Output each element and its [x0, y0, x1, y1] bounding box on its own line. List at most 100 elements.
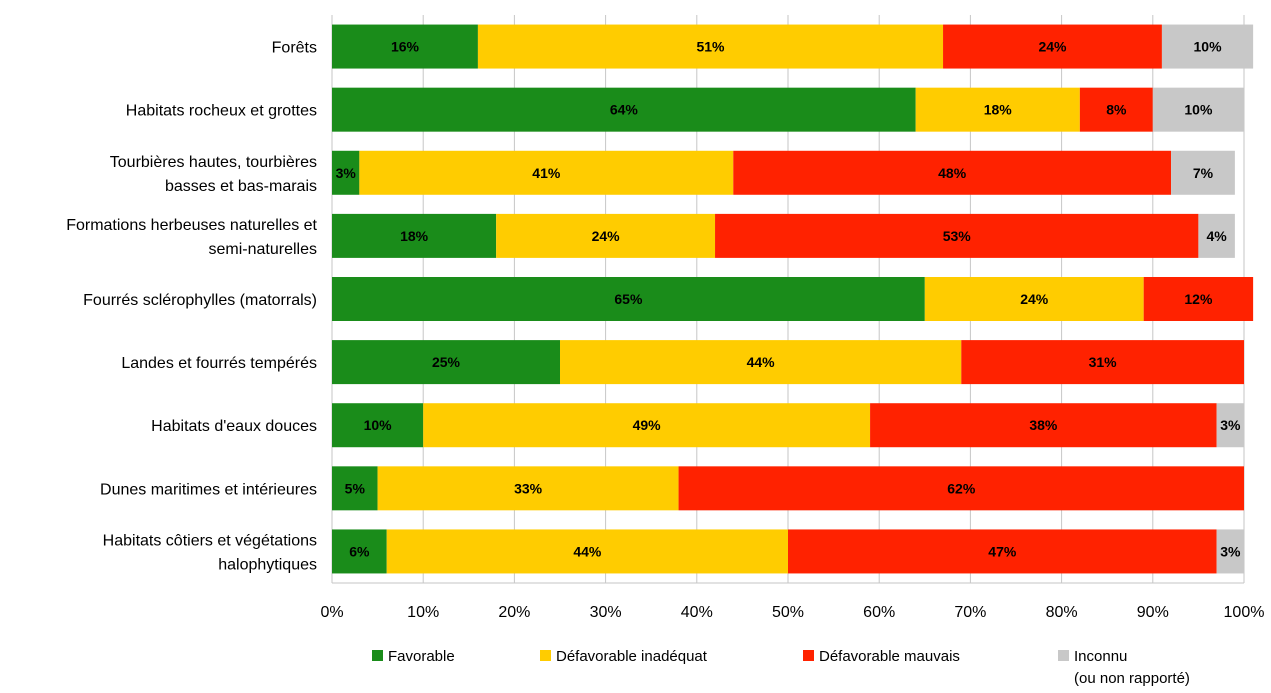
x-tick-label: 60%: [863, 604, 895, 621]
bar-segment: [1216, 403, 1244, 448]
bar-segment: [332, 466, 378, 511]
category-label: Habitats rocheux et grottes: [126, 103, 317, 120]
data-label: 41%: [532, 165, 561, 181]
x-tick-label: 80%: [1046, 604, 1078, 621]
data-label: 18%: [400, 228, 429, 244]
bar-segment: [332, 529, 387, 574]
legend-label: Inconnu: [1074, 648, 1127, 665]
legend-swatch: [803, 650, 814, 661]
bar-segment: [1161, 24, 1254, 69]
category-label: Habitats d'eaux douces: [151, 418, 317, 435]
legend-swatch: [372, 650, 383, 661]
data-label: 65%: [614, 291, 643, 307]
data-label: 12%: [1184, 291, 1213, 307]
data-label: 10%: [1194, 39, 1223, 55]
data-label: 51%: [696, 39, 725, 55]
data-label: 33%: [514, 480, 543, 496]
category-label: Formations herbeuses naturelles et: [66, 217, 317, 234]
data-label: 44%: [573, 543, 602, 559]
bar-segment: [715, 213, 1199, 258]
x-tick-label: 50%: [772, 604, 804, 621]
x-tick-label: 10%: [407, 604, 439, 621]
bar-segment: [359, 150, 734, 195]
bar-segment: [678, 466, 1244, 511]
bar-segment: [1079, 87, 1153, 132]
legend-swatch: [540, 650, 551, 661]
data-label: 7%: [1193, 165, 1214, 181]
legend-item: Défavorable mauvais: [803, 648, 960, 665]
bar-row: 16% 51% 24% 10%: [332, 24, 1254, 69]
bar-segment: [924, 277, 1144, 321]
data-label: 64%: [610, 102, 639, 118]
bar-segment: [961, 340, 1244, 385]
category-label: halophytiques: [218, 556, 317, 573]
legend: Favorable Défavorable inadéquat Défavorabl…: [372, 648, 1190, 687]
bar-row: 25% 44% 31%: [332, 340, 1244, 385]
x-tick-label: 40%: [681, 604, 713, 621]
category-label: basses et bas-marais: [165, 178, 317, 195]
legend-item: Favorable: [372, 648, 455, 665]
legend-label: Défavorable inadéquat: [556, 648, 708, 665]
x-tick-label: 30%: [590, 604, 622, 621]
bar-segment: [377, 466, 679, 511]
category-label: semi-naturelles: [209, 241, 317, 258]
category-label: Landes et fourrés tempérés: [121, 355, 317, 372]
category-labels: Forêts Habitats rocheux et grottes Tourbiè…: [66, 40, 317, 574]
data-label: 38%: [1029, 417, 1058, 433]
bar-segment: [733, 150, 1172, 195]
data-label: 3%: [1220, 417, 1241, 433]
data-label: 10%: [1184, 102, 1213, 118]
data-label: 8%: [1106, 102, 1127, 118]
bar-segment: [332, 87, 916, 132]
data-label: 4%: [1207, 228, 1228, 244]
data-label: 6%: [349, 543, 370, 559]
category-label: Tourbières hautes, tourbières: [110, 154, 317, 171]
data-label: 49%: [633, 417, 662, 433]
data-label: 53%: [943, 228, 972, 244]
data-label: 44%: [747, 354, 776, 370]
bars: 16% 51% 24% 10% 64% 18% 8% 10% 3% 41% 48% 7% 18% 24% 5…: [332, 24, 1254, 574]
bar-segment: [496, 213, 716, 258]
bar-segment: [332, 150, 360, 195]
data-label: 31%: [1089, 354, 1118, 370]
x-tick-label: 90%: [1137, 604, 1169, 621]
x-tick-label: 20%: [498, 604, 530, 621]
bar-segment: [332, 403, 424, 448]
legend-label: (ou non rapporté): [1074, 670, 1190, 687]
data-label: 47%: [988, 543, 1017, 559]
bar-segment: [477, 24, 944, 69]
bar-row: 5% 33% 62%: [332, 466, 1244, 511]
bar-row: 10% 49% 38% 3%: [332, 403, 1244, 448]
bar-segment: [788, 529, 1217, 574]
bar-row: 18% 24% 53% 4%: [332, 213, 1235, 258]
legend-label: Défavorable mauvais: [819, 648, 960, 665]
bar-segment: [332, 277, 925, 321]
data-label: 16%: [391, 39, 420, 55]
legend-swatch: [1058, 650, 1069, 661]
bar-segment: [332, 24, 478, 69]
bar-row: 3% 41% 48% 7%: [332, 150, 1235, 195]
bar-segment: [423, 403, 871, 448]
data-label: 3%: [1220, 543, 1241, 559]
x-tick-label: 70%: [954, 604, 986, 621]
bar-segment: [1171, 150, 1235, 195]
bar-row: 64% 18% 8% 10%: [332, 87, 1244, 132]
bar-row: 65% 24% 12%: [332, 277, 1254, 321]
data-label: 48%: [938, 165, 967, 181]
data-label: 24%: [592, 228, 621, 244]
bar-segment: [1143, 277, 1254, 321]
bar-segment: [943, 24, 1162, 69]
category-label: Dunes maritimes et intérieures: [100, 481, 317, 498]
bar-segment: [386, 529, 788, 574]
data-label: 10%: [364, 417, 393, 433]
data-label: 24%: [1020, 291, 1049, 307]
data-label: 62%: [947, 480, 976, 496]
x-tick-label: 100%: [1224, 604, 1265, 621]
category-label: Habitats côtiers et végétations: [103, 532, 317, 549]
bar-segment: [1152, 87, 1244, 132]
legend-item: Défavorable inadéquat: [540, 648, 708, 665]
x-tick-label: 0%: [320, 604, 343, 621]
bar-segment: [332, 213, 497, 258]
data-label: 18%: [984, 102, 1013, 118]
bar-segment: [1216, 529, 1244, 574]
